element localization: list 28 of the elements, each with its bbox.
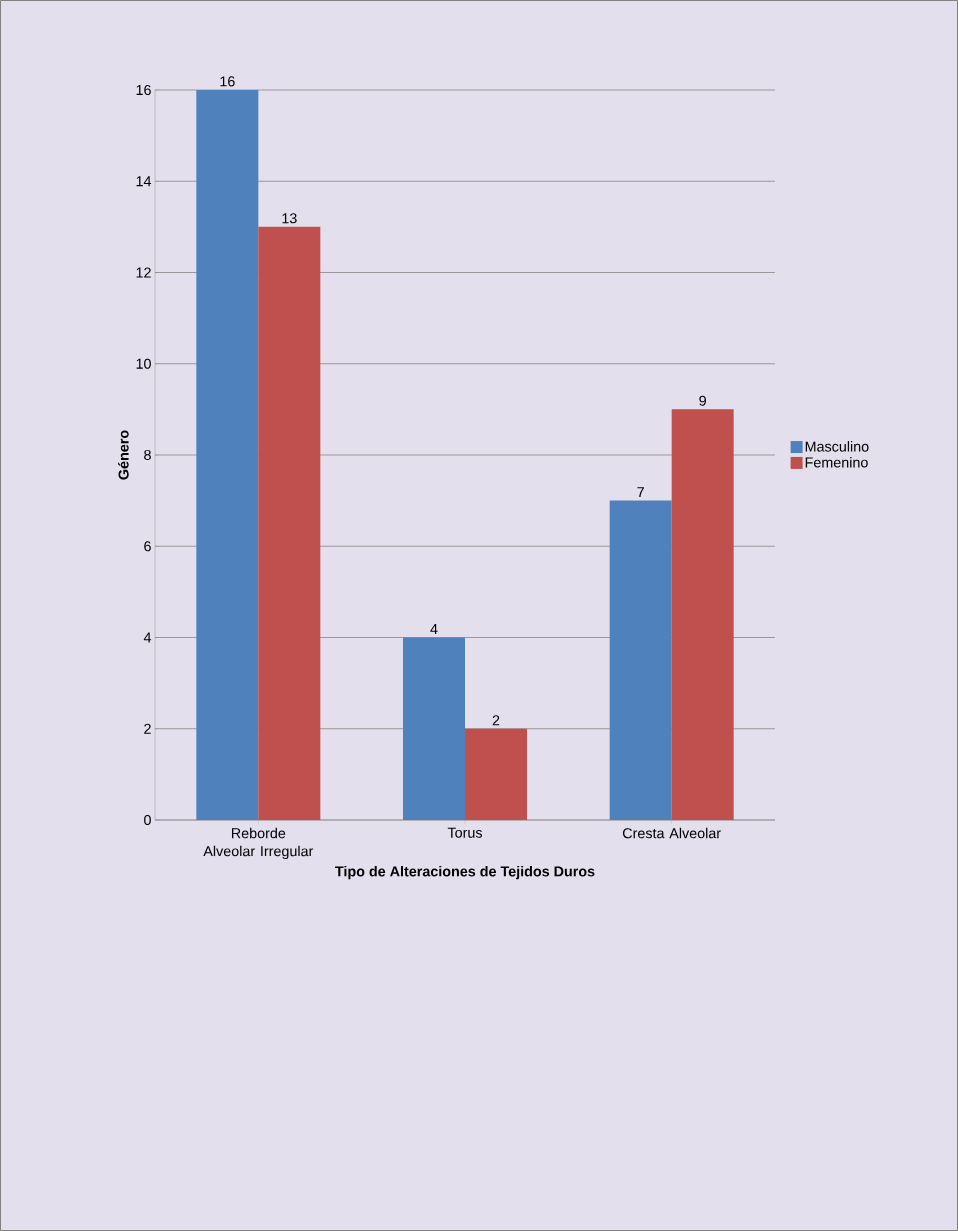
y-tick-label: 0 <box>144 814 151 826</box>
bar <box>403 637 465 820</box>
y-tick-label: 14 <box>136 176 152 187</box>
legend-label: Masculino <box>805 441 869 452</box>
data-label: 4 <box>430 624 438 634</box>
bar <box>465 728 527 820</box>
y-tick-label: 12 <box>136 267 151 278</box>
data-label: 13 <box>282 213 297 224</box>
y-tick-label: 10 <box>136 358 151 369</box>
data-label: 16 <box>220 76 235 87</box>
y-tick-label: 8 <box>144 449 151 461</box>
x-tick-label: Reborde Alveolar Irregular <box>203 827 314 860</box>
bar <box>258 226 321 820</box>
data-label: 9 <box>699 395 706 406</box>
bar <box>196 89 259 820</box>
bar <box>671 409 734 820</box>
y-tick-label: 6 <box>144 541 151 552</box>
x-axis-title: Tipo de Alteraciones de Tejidos Duros <box>335 865 595 880</box>
y-tick-label: 4 <box>143 632 152 643</box>
data-label: 7 <box>637 487 644 498</box>
bar <box>609 500 672 820</box>
data-label: 2 <box>492 715 500 726</box>
x-tick-label: Torus <box>447 827 483 838</box>
y-axis-title: Género <box>118 430 129 480</box>
legend-label: Femenino <box>805 456 868 468</box>
x-tick-label: Cresta Alveolar <box>622 827 721 839</box>
y-tick-label: 16 <box>136 84 151 96</box>
y-tick-label: 2 <box>144 723 151 734</box>
